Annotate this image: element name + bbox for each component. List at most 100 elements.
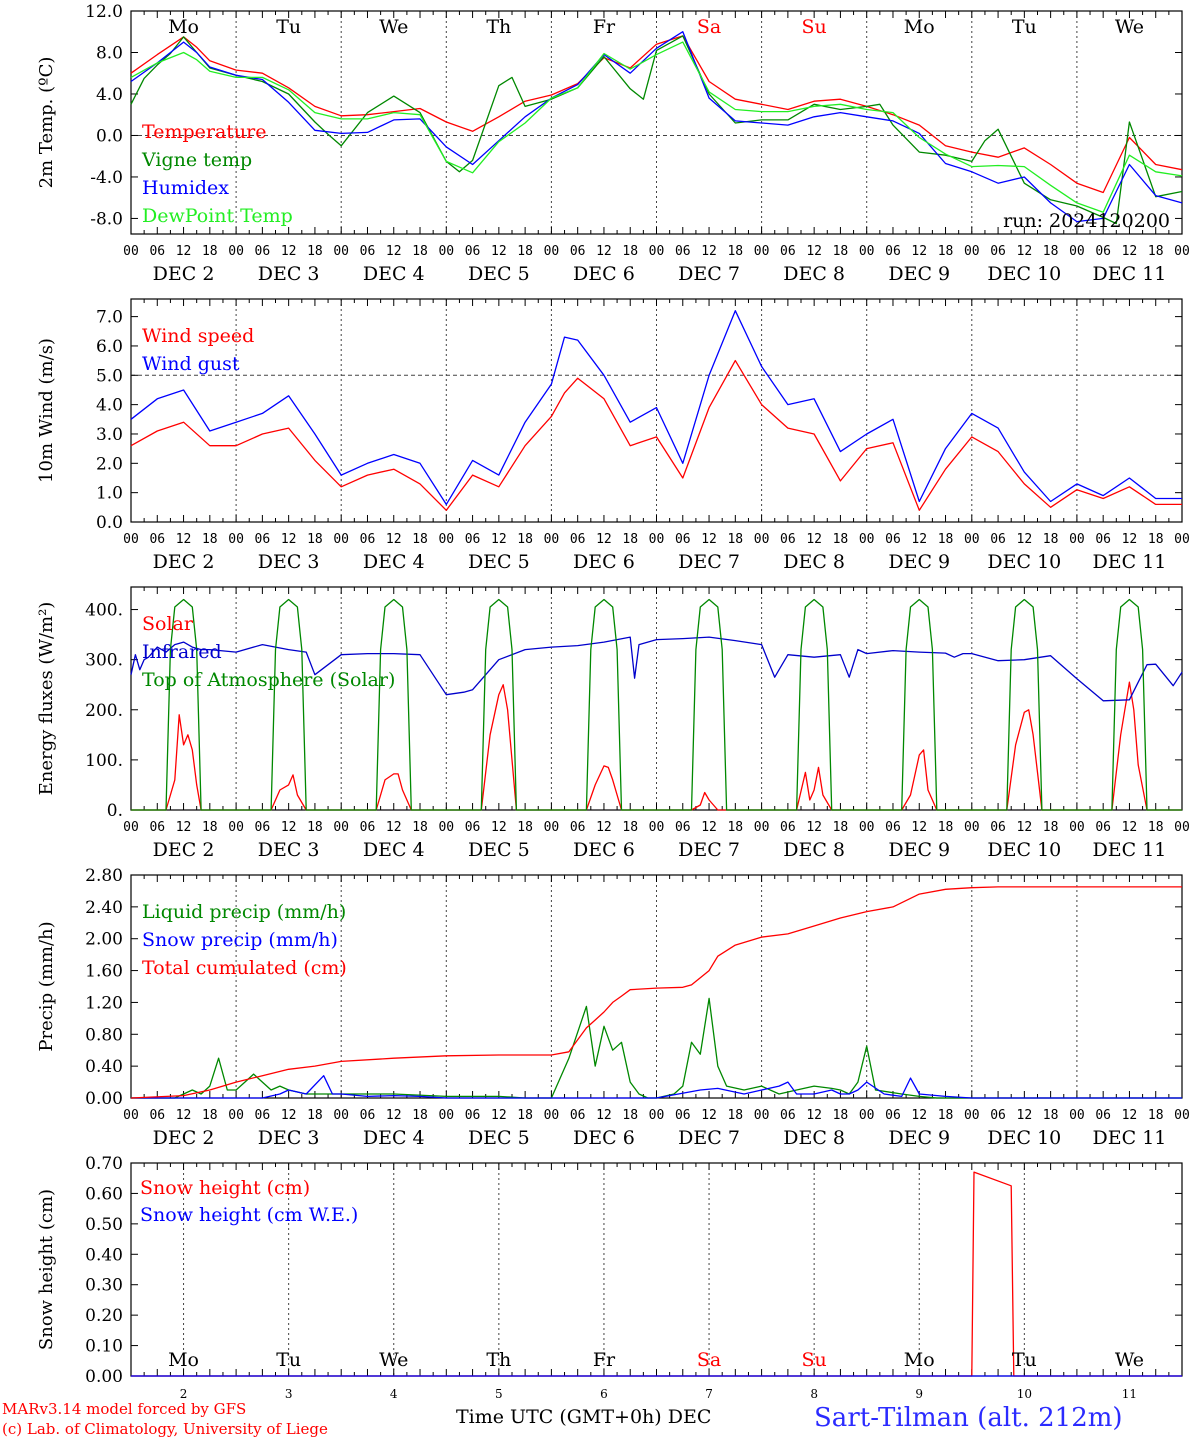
temp-legend-entry: Temperature [142,121,266,143]
wind-hour-tick-label: 00 [1069,532,1085,547]
energy-hour-tick-label: 00 [859,820,875,835]
precip-date-label: DEC 8 [783,1127,845,1149]
temp-legend-entry: Vigne temp [141,149,252,171]
energy-series-line [130,636,1183,702]
temp-series-line [130,35,1183,194]
temp-hour-tick-label: 06 [360,244,376,259]
energy-hour-tick-label: 06 [149,820,165,835]
temp-date-label: DEC 11 [1093,263,1167,285]
weekday-label-top: Fr [593,16,616,38]
precip-hour-tick-label: 06 [570,1108,586,1123]
precip-hour-tick-label: 06 [1095,1108,1111,1123]
precip-y-tick-label: 2.80 [85,866,123,886]
wind-legend-entry: Wind gust [142,353,240,375]
precip-legend-entry: Total cumulated (cm) [142,957,347,979]
temp-series-line [130,41,1183,213]
temp-hour-tick-label: 18 [833,244,849,259]
precip-hour-tick-label: 18 [517,1108,533,1123]
temp-date-label: DEC 9 [888,263,950,285]
snow-y-tick-label: 0.30 [85,1276,123,1296]
energy-hour-tick-label: 00 [544,820,560,835]
precip-hour-tick-label: 06 [780,1108,796,1123]
precip-y-tick-label: 1.60 [85,962,123,982]
snow-y-axis-label: Snow height (cm) [36,1189,57,1350]
weekday-label-top: Tu [1012,16,1037,38]
wind-hour-tick-label: 06 [885,532,901,547]
snow-y-tick-label: 0.50 [85,1215,123,1235]
temp-hour-tick-label: 06 [780,244,796,259]
precip-date-label: DEC 9 [888,1127,950,1149]
precip-hour-tick-label: 06 [675,1108,691,1123]
weekday-label-bottom: We [379,1349,408,1371]
energy-hour-tick-label: 00 [123,820,139,835]
temp-hour-tick-label: 00 [1069,244,1085,259]
precip-hour-tick-label: 18 [307,1108,323,1123]
precip-date-label: DEC 10 [987,1127,1061,1149]
precip-hour-tick-label: 06 [149,1108,165,1123]
snow-y-tick-label: 0.60 [85,1184,123,1204]
precip-series-line [130,886,1182,1099]
energy-y-tick-label: 0. [107,801,123,821]
wind-date-label: DEC 4 [363,551,425,573]
precip-hour-tick-label: 12 [176,1108,192,1123]
temp-date-label: DEC 5 [468,263,530,285]
wind-hour-tick-label: 00 [123,532,139,547]
precip-hour-tick-label: 00 [1174,1108,1190,1123]
station-name: Sart-Tilman (alt. 212m) [814,1403,1123,1433]
precip-hour-tick-label: 18 [1148,1108,1164,1123]
precip-y-tick-label: 1.20 [85,993,123,1013]
day-number-label: 5 [495,1387,503,1401]
energy-hour-tick-label: 06 [990,820,1006,835]
day-number-label: 11 [1122,1387,1137,1401]
energy-hour-tick-label: 00 [438,820,454,835]
precip-legend-entry: Snow precip (mm/h) [142,929,338,951]
wind-hour-tick-label: 12 [596,532,612,547]
model-credit: MARv3.14 model forced by GFS [2,1400,247,1418]
precip-date-label: DEC 4 [363,1127,425,1149]
wind-hour-tick-label: 06 [465,532,481,547]
energy-hour-tick-label: 06 [255,820,271,835]
temp-hour-tick-label: 12 [806,244,822,259]
precip-date-label: DEC 7 [678,1127,740,1149]
temp-hour-tick-label: 12 [701,244,717,259]
weekday-label-bottom: Tu [1012,1349,1037,1371]
temp-hour-tick-label: 12 [596,244,612,259]
energy-hour-tick-label: 18 [1148,820,1164,835]
wind-hour-tick-label: 06 [780,532,796,547]
snow-y-tick-label: 0.10 [85,1337,123,1357]
energy-y-tick-label: 100. [85,751,123,771]
day-number-label: 9 [915,1387,923,1401]
energy-y-axis-label: Energy fluxes (W/m²) [36,602,57,796]
wind-hour-tick-label: 12 [491,532,507,547]
wind-y-tick-label: 4.0 [96,396,123,416]
energy-hour-tick-label: 00 [1069,820,1085,835]
energy-hour-tick-label: 06 [570,820,586,835]
energy-hour-tick-label: 12 [701,820,717,835]
wind-date-label: DEC 9 [888,551,950,573]
energy-hour-tick-label: 12 [911,820,927,835]
energy-hour-tick-label: 18 [202,820,218,835]
precip-y-axis-label: Precip (mm/h) [36,921,57,1051]
temp-y-tick-label: 4.0 [96,85,123,105]
weekday-label-top: Mo [168,16,199,38]
wind-y-tick-label: 3.0 [96,425,123,445]
temp-hour-tick-label: 00 [649,244,665,259]
wind-hour-tick-label: 00 [964,532,980,547]
energy-date-label: DEC 9 [888,839,950,861]
temp-hour-tick-label: 00 [859,244,875,259]
precip-hour-tick-label: 00 [123,1108,139,1123]
temp-hour-tick-label: 12 [386,244,402,259]
precip-hour-tick-label: 12 [386,1108,402,1123]
energy-hour-tick-label: 18 [307,820,323,835]
temp-hour-tick-label: 18 [1043,244,1059,259]
wind-date-label: DEC 7 [678,551,740,573]
wind-date-label: DEC 2 [153,551,215,573]
precip-date-label: DEC 5 [468,1127,530,1149]
precip-hour-tick-label: 00 [859,1108,875,1123]
precip-series-line [131,997,1182,1099]
wind-date-label: DEC 10 [987,551,1061,573]
wind-hour-tick-label: 00 [333,532,349,547]
temp-y-tick-label: -8.0 [90,209,123,229]
wind-hour-tick-label: 12 [701,532,717,547]
wind-hour-tick-label: 18 [727,532,743,547]
